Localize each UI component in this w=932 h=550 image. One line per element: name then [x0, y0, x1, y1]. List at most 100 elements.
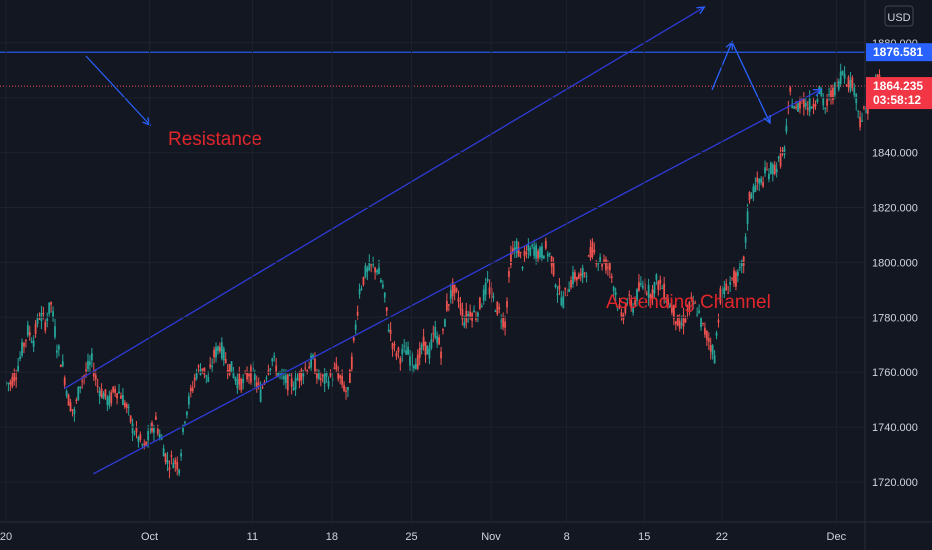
- candle-body: [370, 264, 373, 266]
- candle-body: [444, 319, 446, 327]
- candle-body: [713, 355, 716, 364]
- candle-body: [250, 366, 252, 383]
- candle-body: [762, 182, 764, 187]
- candle-body: [236, 379, 239, 389]
- candle-body: [857, 110, 860, 112]
- candle-body: [595, 263, 598, 265]
- candle-body: [133, 433, 136, 435]
- candle-body: [508, 271, 510, 277]
- candle-body: [283, 376, 285, 380]
- candle-body: [413, 365, 415, 369]
- candle-body: [368, 261, 371, 271]
- candle-body: [814, 104, 817, 107]
- candle-body: [661, 287, 664, 289]
- candle-body: [494, 310, 497, 312]
- candle-body: [271, 358, 274, 362]
- candle-body: [160, 438, 163, 440]
- candle-body: [358, 289, 361, 295]
- candle-body: [733, 270, 735, 284]
- candle-body: [610, 276, 613, 278]
- forecast-path: [711, 40, 771, 124]
- candle-body: [259, 389, 262, 402]
- x-tick-label: 25: [405, 531, 417, 543]
- candle-body: [32, 340, 35, 347]
- candle-body: [523, 250, 526, 257]
- candle-body: [453, 284, 456, 294]
- candle-body: [364, 265, 367, 278]
- y-tick-label: 1760.000: [872, 367, 918, 379]
- candle-body: [492, 296, 495, 298]
- candle-body: [228, 364, 231, 375]
- candle-body: [187, 396, 190, 405]
- candle-body: [397, 347, 400, 353]
- candle-body: [832, 87, 834, 101]
- candle-body: [768, 173, 770, 180]
- candle-body: [554, 284, 557, 288]
- candle-body: [191, 387, 194, 391]
- candle-body: [56, 350, 58, 353]
- currency-badge[interactable]: [884, 5, 914, 27]
- candle-body: [641, 285, 644, 289]
- candle-body: [451, 282, 454, 297]
- candle-body: [665, 301, 667, 303]
- candle-body: [90, 353, 93, 361]
- candle-body: [316, 373, 318, 379]
- resistance-price-badge: [866, 43, 932, 62]
- candle-body: [156, 428, 159, 434]
- candle-body: [556, 293, 559, 295]
- candle-body: [366, 267, 369, 272]
- candle-body: [797, 103, 799, 112]
- candle-body: [785, 125, 788, 132]
- candle-body: [94, 375, 97, 380]
- candle-body: [690, 296, 693, 298]
- candle-body: [744, 236, 747, 243]
- candle-body: [478, 297, 481, 309]
- candle-body: [209, 364, 212, 368]
- candle-body: [137, 436, 140, 442]
- candle-body: [758, 179, 761, 184]
- candle-body: [521, 267, 524, 269]
- candle-body: [653, 282, 656, 294]
- candle-body: [822, 97, 825, 106]
- candle-body: [288, 375, 291, 377]
- candle-body: [795, 106, 797, 108]
- candle-body: [841, 71, 844, 75]
- candle-body: [808, 97, 811, 112]
- candle-body: [719, 288, 722, 304]
- candle-body: [407, 346, 409, 355]
- candle-body: [577, 274, 580, 279]
- candle-body: [614, 292, 617, 295]
- candle-body: [531, 244, 534, 247]
- candle-body: [255, 382, 258, 387]
- candle-body: [506, 301, 508, 308]
- candle-body: [17, 365, 20, 372]
- candle-body: [383, 292, 386, 298]
- candle-body: [552, 262, 555, 276]
- candle-body: [23, 343, 25, 347]
- candle-body: [286, 374, 289, 391]
- candle-body: [574, 272, 576, 280]
- candle-body: [354, 324, 357, 330]
- candle-body: [667, 298, 669, 305]
- candle-body: [122, 394, 124, 405]
- candle-body: [826, 98, 829, 106]
- candle-body: [426, 346, 429, 355]
- candle-body: [566, 295, 569, 297]
- candle-body: [725, 283, 728, 291]
- x-tick-label: 20: [0, 531, 12, 543]
- candle-body: [692, 301, 695, 305]
- candle-body: [378, 267, 380, 275]
- candle-body: [19, 356, 21, 359]
- candle-body: [230, 361, 233, 373]
- candle-body: [678, 320, 681, 329]
- candle-body: [343, 384, 345, 391]
- candle-body: [65, 391, 68, 396]
- candle-body: [628, 294, 631, 296]
- candle-body: [843, 73, 846, 79]
- candle-body: [166, 459, 169, 464]
- resistance-annotation: Resistance: [168, 129, 262, 150]
- candle-body: [445, 301, 448, 311]
- candle-body: [455, 288, 458, 292]
